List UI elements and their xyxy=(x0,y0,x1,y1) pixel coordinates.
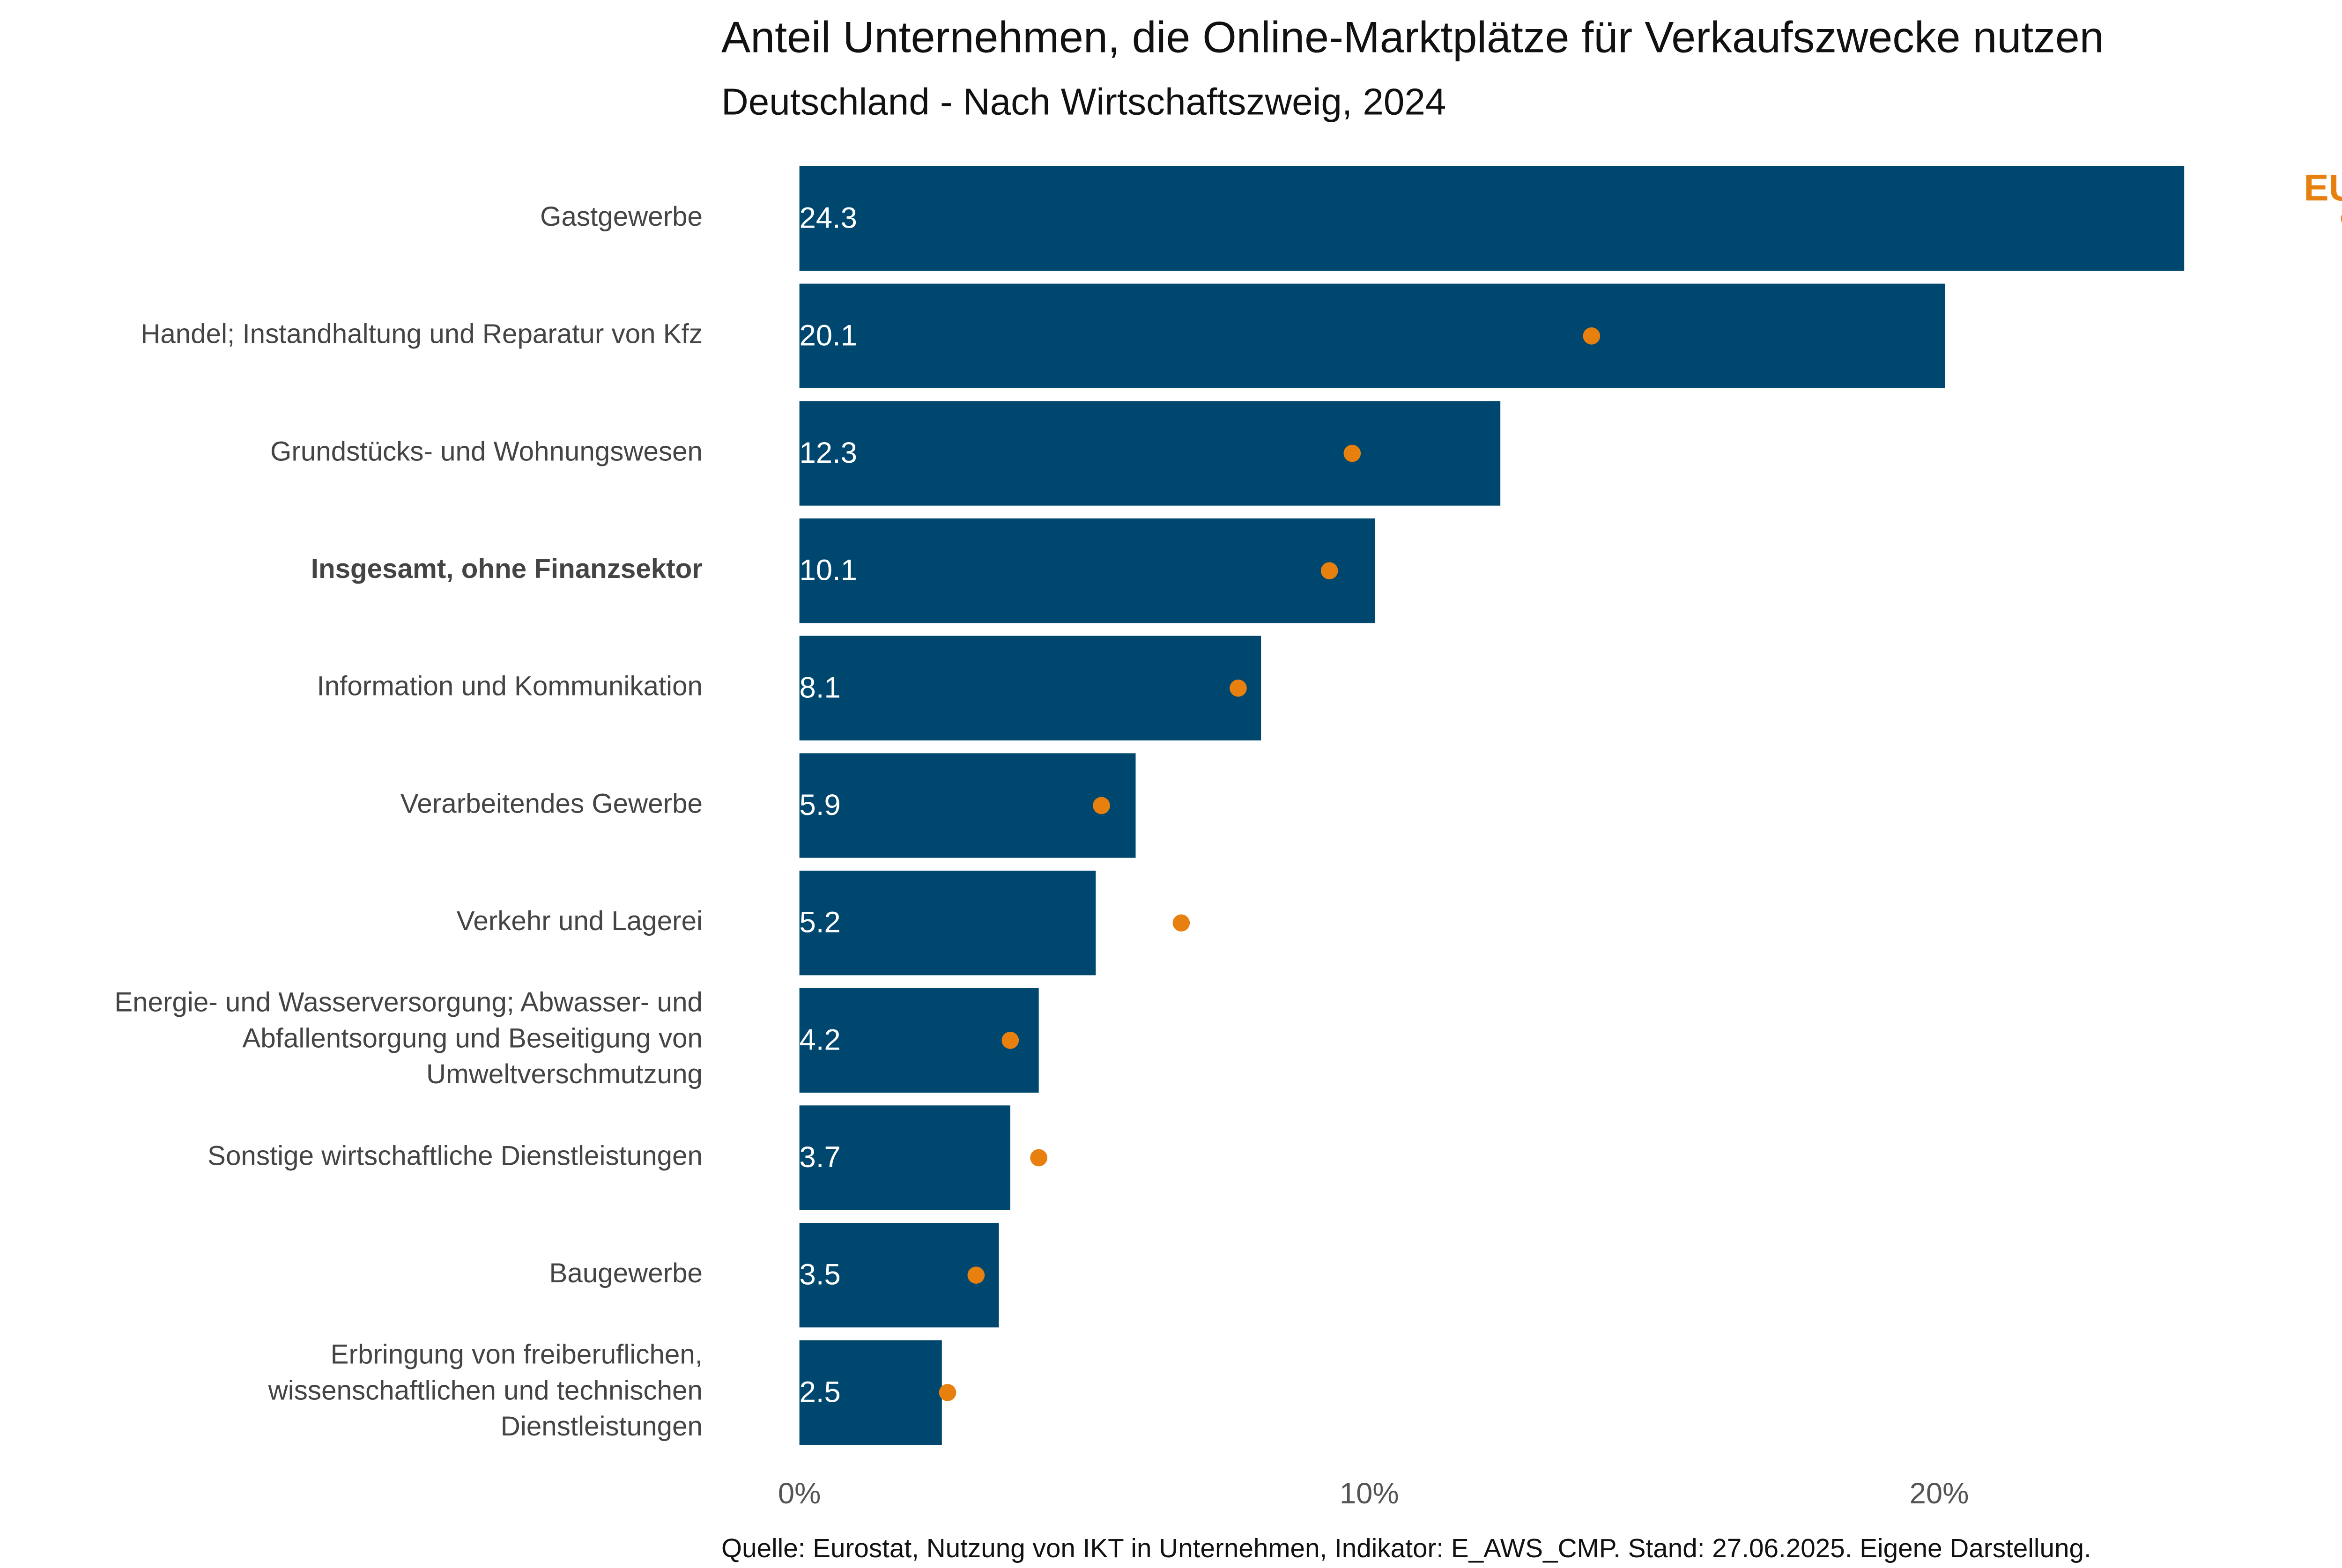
eu-dot xyxy=(2341,214,2342,223)
value-label: 3.5 xyxy=(800,1258,841,1291)
chart-subtitle: Deutschland - Nach Wirtschaftszweig, 202… xyxy=(721,81,1446,122)
eu-dot xyxy=(1093,797,1110,814)
y-tick-label: Erbringung von freiberuflichen, wissensch… xyxy=(268,1339,703,1442)
y-tick-label: Verkehr und Lagerei xyxy=(457,906,703,936)
eu-dot xyxy=(1030,1149,1047,1167)
x-tick-label: 10% xyxy=(1340,1477,1399,1510)
x-tick-label: 0% xyxy=(778,1477,821,1510)
series-label: EU Ø xyxy=(2304,167,2342,208)
bar xyxy=(799,166,2185,271)
eu-dot xyxy=(967,1266,985,1284)
y-tick-label: Insgesamt, ohne Finanzsektor xyxy=(311,554,703,584)
value-label: 20.1 xyxy=(800,319,857,352)
eu-dot xyxy=(1230,679,1247,697)
value-label: 5.9 xyxy=(800,789,841,821)
value-label: 2.5 xyxy=(800,1376,841,1408)
eu-dot xyxy=(1343,444,1361,462)
value-label: 12.3 xyxy=(800,436,857,469)
y-tick-label: Verarbeitendes Gewerbe xyxy=(400,788,703,819)
x-tick-label: 20% xyxy=(1910,1477,1969,1510)
eu-dot xyxy=(1583,327,1601,345)
bar xyxy=(799,401,1501,506)
y-tick-label: Sonstige wirtschaftliche Dienstleistunge… xyxy=(208,1140,703,1171)
value-label: 3.7 xyxy=(800,1141,841,1174)
value-label: 5.2 xyxy=(800,906,841,939)
bar xyxy=(799,988,1039,1093)
bar xyxy=(799,1340,942,1445)
bar xyxy=(799,518,1375,623)
y-tick-label: Grundstücks- und Wohnungswesen xyxy=(270,436,703,466)
value-label: 10.1 xyxy=(800,554,857,587)
eu-dot xyxy=(939,1384,956,1401)
y-tick-label: Information und Kommunikation xyxy=(317,671,703,702)
y-tick-label: Gastgewerbe xyxy=(540,201,703,232)
chart-title: Anteil Unternehmen, die Online-Marktplät… xyxy=(721,13,2104,61)
bar xyxy=(799,636,1261,740)
eu-dot xyxy=(1320,562,1338,579)
caption: Quelle: Eurostat, Nutzung von IKT in Unt… xyxy=(721,1534,2091,1563)
y-tick-label: Handel; Instandhaltung und Reparatur von… xyxy=(141,319,703,349)
eu-dot xyxy=(1172,914,1190,932)
value-label: 24.3 xyxy=(800,202,857,235)
bar xyxy=(799,1105,1010,1210)
eu-dot xyxy=(1001,1032,1019,1049)
bar xyxy=(799,1223,999,1328)
bar xyxy=(799,753,1136,858)
bar xyxy=(799,283,1945,388)
y-tick-label: Energie- und Wasserversorgung; Abwasser-… xyxy=(114,987,703,1089)
value-label: 8.1 xyxy=(800,671,841,704)
bar xyxy=(799,871,1096,976)
y-tick-label: Baugewerbe xyxy=(549,1258,703,1288)
value-label: 4.2 xyxy=(800,1023,841,1056)
